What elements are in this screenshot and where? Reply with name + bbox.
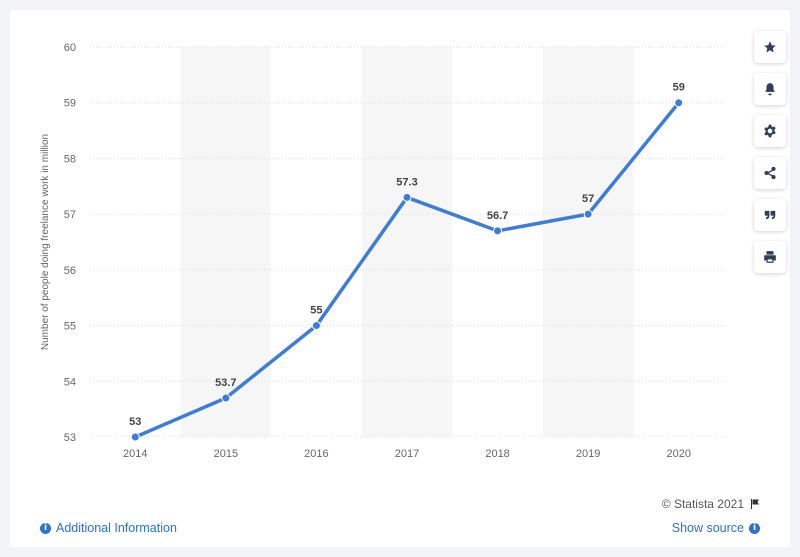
y-tick-label: 56 [64,265,76,277]
data-point [583,209,593,219]
info-icon: i [749,522,760,534]
x-tick-label: 2014 [123,448,147,460]
share-icon [764,166,776,180]
data-point [311,321,321,331]
data-point [130,432,140,442]
share-button[interactable] [754,157,786,189]
data-label: 59 [673,82,685,94]
data-label: 57.3 [396,176,417,188]
bell-icon [765,83,775,96]
x-tick-label: 2017 [395,448,419,460]
y-tick-label: 57 [64,209,76,221]
chart-toolbar [754,31,786,283]
data-point [493,226,503,236]
chart-card: 53 54 55 56 57 58 59 60 2014 2015 2016 2017 2018 2019… [10,10,790,547]
y-tick-label: 59 [64,98,76,110]
additional-information-label: Additional Information [56,521,177,535]
notification-button[interactable] [754,73,786,105]
quote-icon [764,210,776,220]
data-point [674,98,684,108]
info-icon: i [40,522,51,534]
additional-information-link[interactable]: i Additional Information [40,521,177,535]
y-axis-label: Number of people doing freelance work in… [40,134,51,350]
x-tick-label: 2019 [576,448,600,460]
credit-text: © Statista 2021 [661,497,744,511]
print-icon [764,251,776,263]
star-icon [764,41,776,53]
column-band [542,47,634,437]
show-source-link[interactable]: Show source i [672,521,760,535]
x-tick-label: 2016 [304,448,328,460]
y-tick-label: 58 [64,153,76,165]
line-chart: 53 54 55 56 57 58 59 60 2014 2015 2016 2017 2018 2019… [40,42,724,460]
flag-icon [751,499,759,509]
data-label: 53 [129,416,141,428]
data-label: 53.7 [215,377,236,389]
y-tick-label: 53 [64,432,76,444]
statista-credit[interactable]: © Statista 2021 [662,497,761,511]
data-point [221,393,231,403]
gear-icon [764,124,776,138]
data-label: 56.7 [487,210,508,222]
data-point [402,192,412,202]
data-label: 55 [310,305,322,317]
x-tick-label: 2015 [214,448,238,460]
x-tick-label: 2020 [666,448,690,460]
print-button[interactable] [754,241,786,273]
x-tick-label: 2018 [485,448,509,460]
y-tick-label: 55 [64,321,76,333]
cite-button[interactable] [754,199,786,231]
settings-button[interactable] [754,115,786,147]
show-source-label: Show source [671,521,744,535]
favorite-button[interactable] [754,31,786,63]
y-tick-label: 54 [64,376,76,388]
y-tick-label: 60 [64,42,76,54]
data-label: 57 [582,193,594,205]
